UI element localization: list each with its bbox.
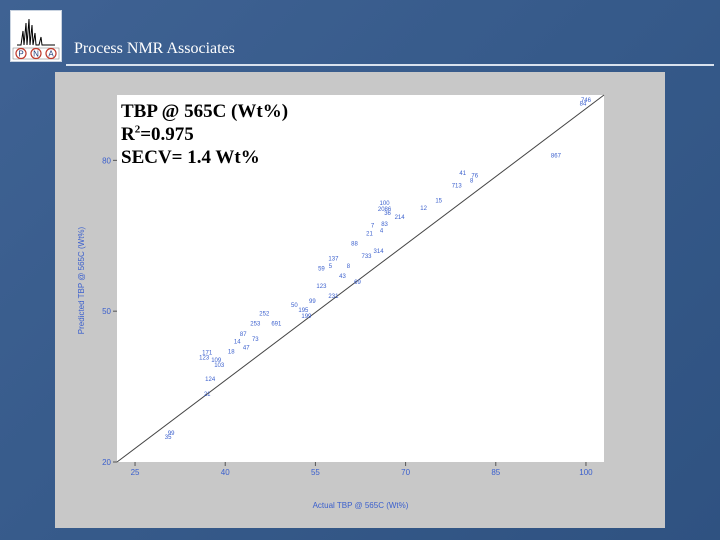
data-point: 137	[328, 256, 339, 262]
r2-prefix: R	[121, 124, 135, 145]
data-point: 231	[328, 294, 339, 300]
data-point: 84	[580, 102, 587, 108]
data-point: 733	[362, 254, 373, 260]
data-point: 199	[301, 314, 312, 320]
x-tick-label: 70	[401, 468, 410, 477]
data-point: 73	[252, 337, 259, 343]
y-axis-title: Predicted TBP @ 565C (Wt%)	[77, 226, 86, 334]
logo-graphic: P N A	[12, 18, 60, 60]
data-point: 109	[211, 358, 222, 364]
data-point: 83	[381, 222, 388, 228]
chart-annotation: TBP @ 565C (Wt%) R2=0.975 SECV= 1.4 Wt%	[121, 100, 288, 169]
data-point: 103	[214, 363, 225, 369]
data-point: 43	[339, 274, 346, 280]
r2-value: =0.975	[140, 124, 194, 145]
data-point: 18	[228, 349, 235, 355]
data-point: 8	[347, 264, 351, 270]
data-point: 123	[199, 355, 210, 361]
data-point: 314	[374, 249, 385, 255]
company-logo: P N A	[10, 10, 62, 62]
y-tick-label: 20	[102, 458, 111, 467]
data-point: 746	[581, 98, 592, 104]
data-point: 195	[298, 308, 309, 314]
data-point: 41	[459, 171, 466, 177]
data-point: 47	[243, 345, 250, 351]
data-point: 691	[271, 322, 282, 328]
data-point: 14	[234, 339, 241, 345]
fit-line	[116, 94, 605, 463]
annotation-r2: R2=0.975	[121, 123, 288, 146]
data-point: 5	[329, 264, 333, 270]
annotation-property: TBP @ 565C (Wt%)	[121, 101, 289, 122]
logo-letter-p: P	[18, 50, 23, 59]
deck-title: Process NMR Associates	[74, 40, 235, 57]
data-point: 99	[168, 431, 175, 437]
data-point: 124	[205, 377, 216, 383]
logo-letter-a: A	[48, 50, 54, 59]
data-point: 7	[371, 224, 375, 230]
data-point: 50	[291, 303, 298, 309]
x-tick-label: 40	[221, 468, 230, 477]
data-point: 867	[551, 153, 562, 159]
data-point: 214	[395, 215, 406, 221]
x-tick-label: 100	[579, 468, 593, 477]
spectrum-icon	[17, 18, 55, 46]
data-point: 252	[259, 312, 270, 318]
data-point: 36	[384, 211, 391, 217]
data-point: 87	[240, 332, 247, 338]
data-point: 123	[316, 284, 327, 290]
data-point: 713	[452, 183, 463, 189]
logo-ring-a	[45, 47, 57, 60]
data-point: 21	[204, 392, 211, 398]
data-point: 15	[435, 199, 442, 205]
logo-letter-n: N	[33, 50, 39, 59]
data-point: 99	[309, 299, 316, 305]
data-point: 8	[470, 178, 474, 184]
data-point: 35	[165, 435, 172, 441]
r2-superscript: 2	[134, 123, 141, 136]
x-tick-label: 55	[311, 468, 320, 477]
annotation-secv: SECV= 1.4 Wt%	[121, 147, 260, 168]
logo-ring-p	[15, 47, 27, 60]
data-point: 2086	[378, 207, 392, 213]
data-point: 171	[202, 350, 213, 356]
x-axis-title: Actual TBP @ 565C (Wt%)	[313, 501, 409, 510]
data-point: 69	[354, 280, 361, 286]
x-tick-label: 25	[131, 468, 140, 477]
y-tick-label: 80	[102, 156, 111, 165]
logo-ring-n	[30, 47, 42, 60]
data-point: 100	[380, 201, 391, 207]
data-point: 253	[250, 322, 261, 328]
data-point: 21	[366, 231, 373, 237]
header-divider	[66, 64, 714, 66]
y-tick-label: 50	[102, 307, 111, 316]
data-point: 76	[471, 173, 478, 179]
data-point: 88	[351, 241, 358, 247]
data-point: 12	[420, 206, 427, 212]
x-tick-label: 85	[491, 468, 500, 477]
data-point: 59	[318, 266, 325, 272]
data-point: 4	[380, 229, 384, 235]
